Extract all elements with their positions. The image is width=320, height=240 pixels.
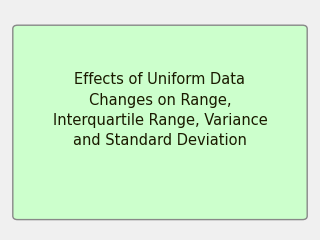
FancyBboxPatch shape [13, 25, 307, 220]
Text: Effects of Uniform Data
Changes on Range,
Interquartile Range, Variance
and Stan: Effects of Uniform Data Changes on Range… [52, 72, 268, 149]
